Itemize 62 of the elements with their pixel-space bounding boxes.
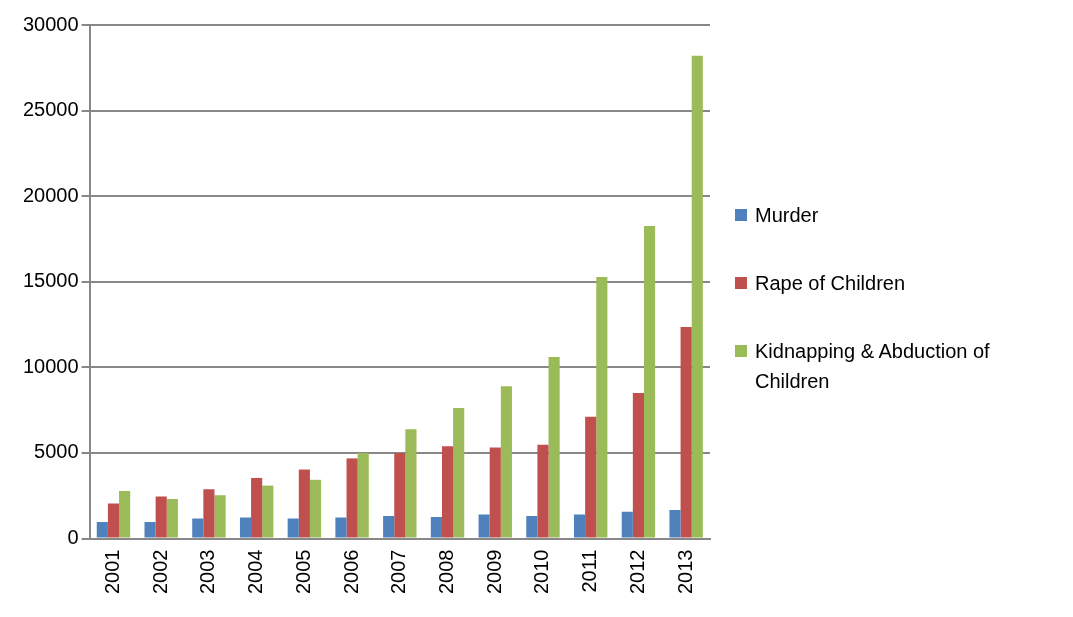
bar [119,490,131,538]
bar [643,225,656,538]
x-tick-label: 2005 [291,549,314,595]
bar [192,518,204,538]
bar [239,517,252,538]
x-tick-label: 2002 [148,549,171,595]
x-tick-label: 2013 [673,549,696,595]
x-tick-label: 2004 [244,549,267,595]
bar [214,495,226,538]
bar [96,521,108,538]
bar [441,446,454,538]
x-tick-label: 2009 [482,549,505,595]
bar [346,458,358,538]
bar [309,479,322,538]
bar [585,416,597,538]
bar [430,517,442,538]
y-tick-label: 20000 [22,183,79,206]
bar [489,447,501,538]
x-tick-label: 2007 [387,549,410,595]
x-tick-label: 2006 [339,549,362,595]
legend-label: Rape of Children [755,271,906,296]
bar [500,386,512,538]
x-tick-label: 2003 [196,549,219,595]
bar [596,276,608,538]
bar [203,489,215,538]
bar [548,357,560,538]
legend-label: Murder [755,203,819,228]
y-tick-label: 5000 [34,440,79,463]
x-tick-label: 2010 [530,549,553,595]
y-tick-label: 10000 [22,354,79,377]
bar [405,429,417,538]
x-tick-label: 2012 [625,549,648,595]
bar [632,393,644,538]
bar [262,485,274,538]
bar [537,444,549,538]
y-tick-label: 25000 [22,98,79,121]
bar [383,516,395,538]
bar [298,469,310,538]
y-tick-label: 30000 [22,12,79,35]
bar [155,496,167,538]
legend-label: Kidnapping & Abduction of Children [755,339,991,394]
bar [669,510,681,538]
y-tick-label: 15000 [22,269,79,292]
bar [335,517,347,538]
bar [453,408,465,538]
x-tick-label: 2008 [435,549,458,595]
bar [691,55,703,538]
bar [251,477,263,538]
bar [287,518,299,538]
x-tick-label: 2011 [578,549,601,593]
bar [357,452,369,538]
bar [166,498,178,538]
bar [621,511,633,538]
bar [144,521,156,538]
bar [526,515,538,538]
bar [680,326,692,538]
bar [394,452,406,538]
y-tick-label: 0 [67,526,79,549]
bar [107,503,120,538]
x-tick-label: 2001 [100,549,123,595]
bar [478,514,490,538]
bar [573,514,586,538]
